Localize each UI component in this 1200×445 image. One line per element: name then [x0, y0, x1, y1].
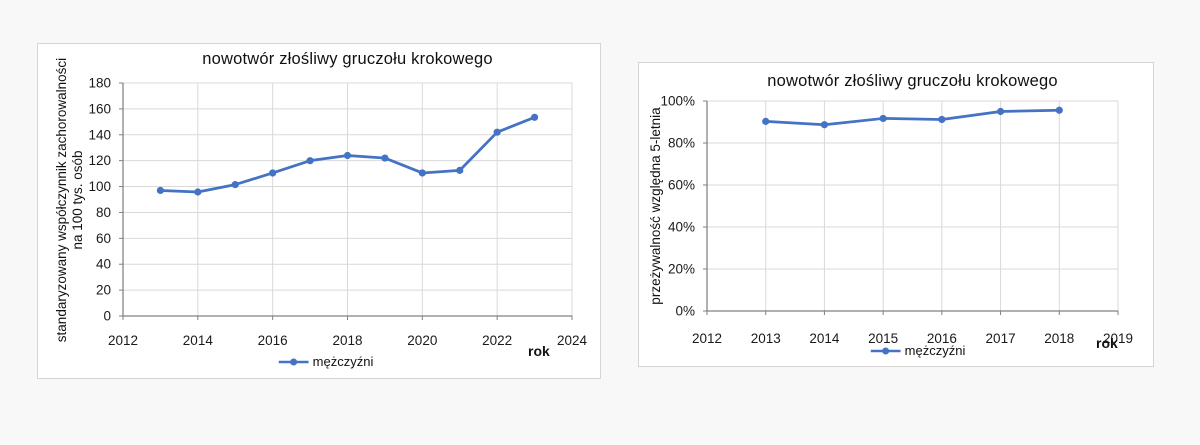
svg-text:60%: 60%: [668, 178, 695, 193]
svg-text:2012: 2012: [108, 333, 138, 348]
svg-text:2012: 2012: [692, 331, 722, 346]
svg-text:2013: 2013: [751, 331, 781, 346]
legend: mężczyźni: [278, 354, 374, 369]
svg-text:2020: 2020: [407, 333, 437, 348]
svg-text:2016: 2016: [258, 333, 288, 348]
legend: mężczyźni: [870, 343, 966, 358]
chart-title: nowotwór złośliwy gruczołu krokowego: [767, 72, 1058, 90]
svg-text:2014: 2014: [183, 333, 214, 348]
svg-text:100%: 100%: [660, 94, 695, 109]
line-chart-canvas: 0 20 40 60 80 100 120 140 160 180 2012 2014 2016 2018…: [88, 76, 588, 349]
svg-text:2022: 2022: [482, 333, 512, 348]
svg-text:20%: 20%: [668, 262, 695, 277]
legend-line-marker-icon: [278, 358, 309, 365]
svg-text:2014: 2014: [809, 331, 840, 346]
svg-text:140: 140: [88, 127, 111, 142]
svg-text:40%: 40%: [668, 220, 695, 235]
svg-text:2018: 2018: [1044, 331, 1074, 346]
svg-text:60: 60: [96, 231, 111, 246]
svg-text:2018: 2018: [332, 333, 362, 348]
legend-series-label: mężczyźni: [904, 343, 966, 358]
x-axis-title: rok: [1096, 335, 1118, 351]
svg-text:2024: 2024: [557, 333, 588, 348]
svg-text:80: 80: [96, 205, 111, 220]
svg-text:0%: 0%: [675, 304, 695, 319]
legend-line-marker-icon: [870, 347, 901, 354]
svg-text:2015: 2015: [868, 331, 898, 346]
svg-text:120: 120: [88, 153, 111, 168]
svg-text:0: 0: [103, 309, 111, 324]
svg-text:2016: 2016: [927, 331, 957, 346]
chart-title: nowotwór złośliwy gruczołu krokowego: [202, 50, 493, 68]
svg-text:80%: 80%: [668, 136, 695, 151]
svg-text:40: 40: [96, 257, 111, 272]
x-axis-title: rok: [528, 343, 550, 359]
svg-text:180: 180: [88, 76, 111, 91]
incidence-chart-panel: nowotwór złośliwy gruczołu krokowego sta…: [37, 43, 601, 379]
svg-text:2019: 2019: [1103, 331, 1133, 346]
svg-text:2017: 2017: [986, 331, 1016, 346]
svg-text:100: 100: [88, 179, 111, 194]
svg-text:20: 20: [96, 283, 111, 298]
survival-chart-panel: nowotwór złośliwy gruczołu krokowego prz…: [638, 62, 1154, 367]
svg-text:160: 160: [88, 101, 111, 116]
line-chart-canvas: 0% 20% 40% 60% 80% 100% 2012 2013 2014 2015 2016 20…: [660, 94, 1133, 347]
legend-series-label: mężczyźni: [312, 354, 374, 369]
